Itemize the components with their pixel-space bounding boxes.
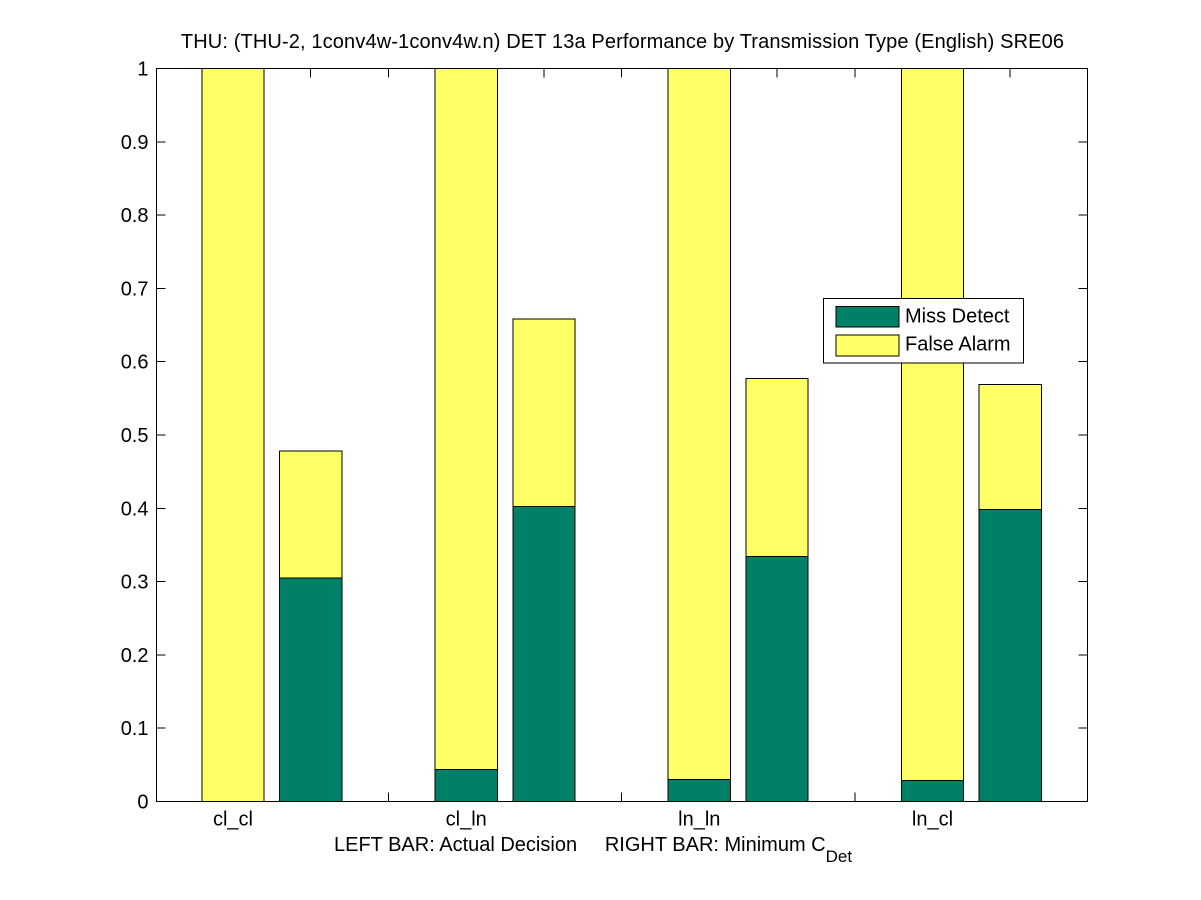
svg-text:cl_ln: cl_ln	[446, 809, 487, 831]
svg-text:0.8: 0.8	[121, 205, 149, 227]
svg-text:0.9: 0.9	[121, 132, 149, 154]
svg-text:0: 0	[137, 792, 148, 814]
svg-text:0.4: 0.4	[121, 498, 149, 520]
svg-text:Miss Detect: Miss Detect	[905, 305, 1010, 327]
svg-text:0.1: 0.1	[121, 718, 149, 740]
svg-text:ln_ln: ln_ln	[678, 809, 720, 831]
svg-text:ln_cl: ln_cl	[912, 809, 953, 831]
svg-text:0.5: 0.5	[121, 425, 149, 447]
svg-text:0.2: 0.2	[121, 645, 149, 667]
svg-text:False Alarm: False Alarm	[905, 334, 1011, 356]
svg-text:THU: (THU-2, 1conv4w-1conv4w.n: THU: (THU-2, 1conv4w-1conv4w.n) DET 13a …	[181, 31, 1064, 53]
svg-text:1: 1	[137, 59, 148, 81]
svg-text:0.3: 0.3	[121, 572, 149, 594]
svg-text:cl_cl: cl_cl	[213, 809, 253, 831]
svg-text:0.6: 0.6	[121, 352, 149, 374]
svg-text:0.7: 0.7	[121, 278, 149, 300]
